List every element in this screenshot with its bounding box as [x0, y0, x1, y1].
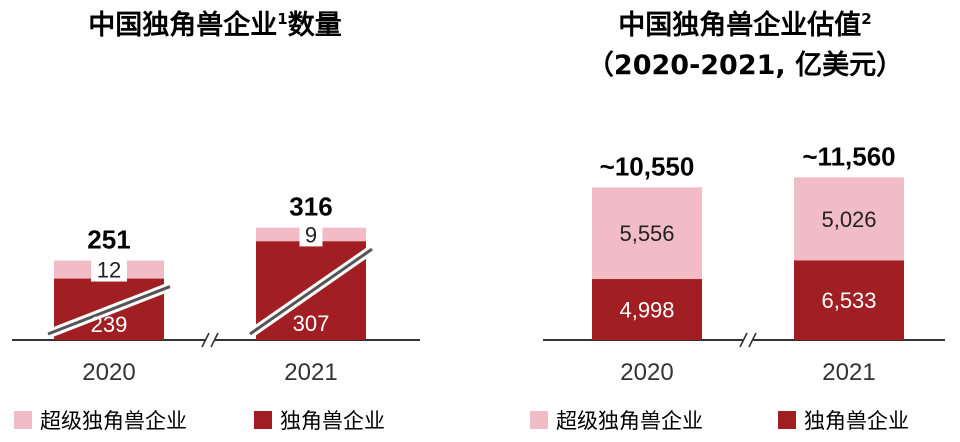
right-x-tick-2020: 2020	[620, 359, 673, 386]
left-x-tick-2021: 2021	[284, 359, 337, 386]
right-legend-label-unicorn: 独角兽企业	[804, 409, 909, 433]
left-bar-break-slash	[47, 285, 171, 336]
right-bar-super-2020	[592, 187, 702, 280]
right-legend: 超级独角兽企业 独角兽企业	[530, 409, 909, 433]
left-legend-swatch-super	[14, 411, 32, 429]
left-axis-break-gap	[205, 332, 215, 348]
left-legend: 超级独角兽企业 独角兽企业	[14, 409, 385, 433]
left-bar-break-slash	[249, 247, 373, 336]
left-label-bg-super-2021	[299, 222, 323, 247]
left-total-2021: 316	[289, 192, 332, 222]
left-legend-swatch-unicorn	[254, 411, 272, 429]
left-label-super-2021: 9	[305, 222, 317, 247]
left-chart-title: 中国独角兽企业1数量	[88, 9, 341, 41]
left-axis-break-mark	[201, 332, 210, 348]
right-chart-title: 中国独角兽企业估值2	[618, 9, 871, 41]
right-total-2021: ~11,560	[802, 141, 895, 171]
left-total-2020: 251	[87, 225, 130, 255]
left-x-tick-2020: 2020	[82, 359, 135, 386]
left-label-super-2020: 12	[97, 258, 121, 283]
right-axis-break-mark	[748, 332, 757, 348]
right-total-2020: ~10,550	[600, 151, 695, 181]
left-legend-label-unicorn: 独角兽企业	[280, 409, 385, 433]
left-legend-label-super: 超级独角兽企业	[40, 409, 187, 433]
right-legend-label-super: 超级独角兽企业	[556, 409, 703, 433]
left-label-bg-super-2020	[91, 257, 127, 282]
left-label-unicorn-2021: 307	[293, 311, 330, 336]
right-chart-subtitle: （2020-2021, 亿美元）	[587, 49, 903, 81]
right-axis-break-gap	[743, 332, 753, 348]
right-legend-swatch-unicorn	[778, 411, 796, 429]
left-label-unicorn-2020: 239	[91, 312, 128, 337]
right-bar-super-2021	[794, 177, 904, 261]
right-bar-unicorn-2021	[794, 260, 904, 340]
right-bar-unicorn-2020	[592, 279, 702, 340]
right-label-unicorn-2020: 4,998	[619, 298, 674, 323]
right-label-super-2021: 5,026	[821, 207, 876, 232]
right-label-unicorn-2021: 6,533	[821, 288, 876, 313]
left-axis-break-mark	[210, 332, 219, 348]
right-axis-break-mark	[739, 332, 748, 348]
right-legend-swatch-super	[530, 411, 548, 429]
right-x-tick-2021: 2021	[822, 359, 875, 386]
right-label-super-2020: 5,556	[619, 221, 674, 246]
